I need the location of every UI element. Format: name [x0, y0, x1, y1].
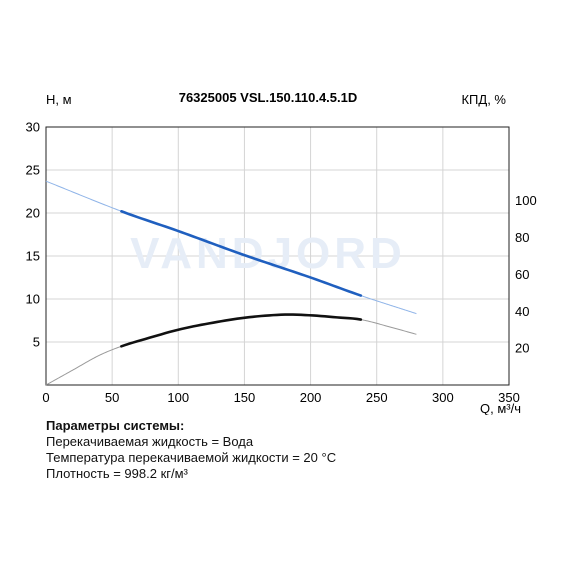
head-curve-extension-right [360, 295, 417, 315]
plot-frame [45, 126, 510, 386]
efficiency-curve-extension-right [360, 319, 417, 335]
x-tick-label: 0 [42, 390, 49, 405]
y-left-tick-label: 25 [26, 163, 40, 178]
x-tick-label: 150 [234, 390, 256, 405]
head-curve-extension-left [45, 180, 122, 212]
system-parameters-title: Параметры системы: [46, 418, 185, 433]
system-density: Плотность = 998.2 кг/м³ [46, 466, 188, 481]
system-temperature: Температура перекачиваемой жидкости = 20… [46, 450, 337, 465]
x-tick-label: 350 [498, 390, 520, 405]
tick-labels: 0 50 100 150 200 250 300 350 5 10 15 20 25 30 20 40 60 80… [26, 120, 537, 406]
system-parameters: Параметры системы: Перекачиваемая жидкос… [46, 418, 336, 482]
y-axis-right-label: КПД, % [461, 92, 506, 107]
x-tick-label: 300 [432, 390, 454, 405]
chart-curves [45, 180, 417, 386]
y-right-tick-label: 100 [515, 193, 537, 208]
y-left-tick-label: 15 [26, 249, 40, 264]
x-tick-label: 50 [105, 390, 119, 405]
y-right-tick-label: 80 [515, 230, 529, 245]
x-tick-label: 250 [366, 390, 388, 405]
y-left-tick-label: 5 [33, 335, 40, 350]
x-axis-label: Q, м³/ч [480, 401, 521, 415]
y-right-tick-label: 20 [515, 341, 529, 356]
y-axis-left-label: H, м [46, 92, 72, 107]
y-left-tick-label: 20 [26, 206, 40, 221]
y-right-tick-label: 40 [515, 304, 529, 319]
system-fluid: Перекачиваемая жидкость = Вода [46, 434, 254, 449]
head-curve [120, 209, 363, 297]
x-tick-label: 100 [167, 390, 189, 405]
pump-curve-chart: VANDJORD 0 50 100 150 200 250 300 350 5 10 15 20 25 3… [26, 90, 537, 415]
efficiency-curve-extension-left [45, 345, 122, 386]
x-tick-label: 200 [300, 390, 322, 405]
chart-title: 76325005 VSL.150.110.4.5.1D [179, 90, 358, 105]
chart-grid [46, 127, 509, 385]
y-left-tick-label: 30 [26, 120, 40, 135]
y-left-tick-label: 10 [26, 292, 40, 307]
y-right-tick-label: 60 [515, 267, 529, 282]
efficiency-curve [120, 313, 363, 348]
watermark: VANDJORD [130, 229, 406, 278]
